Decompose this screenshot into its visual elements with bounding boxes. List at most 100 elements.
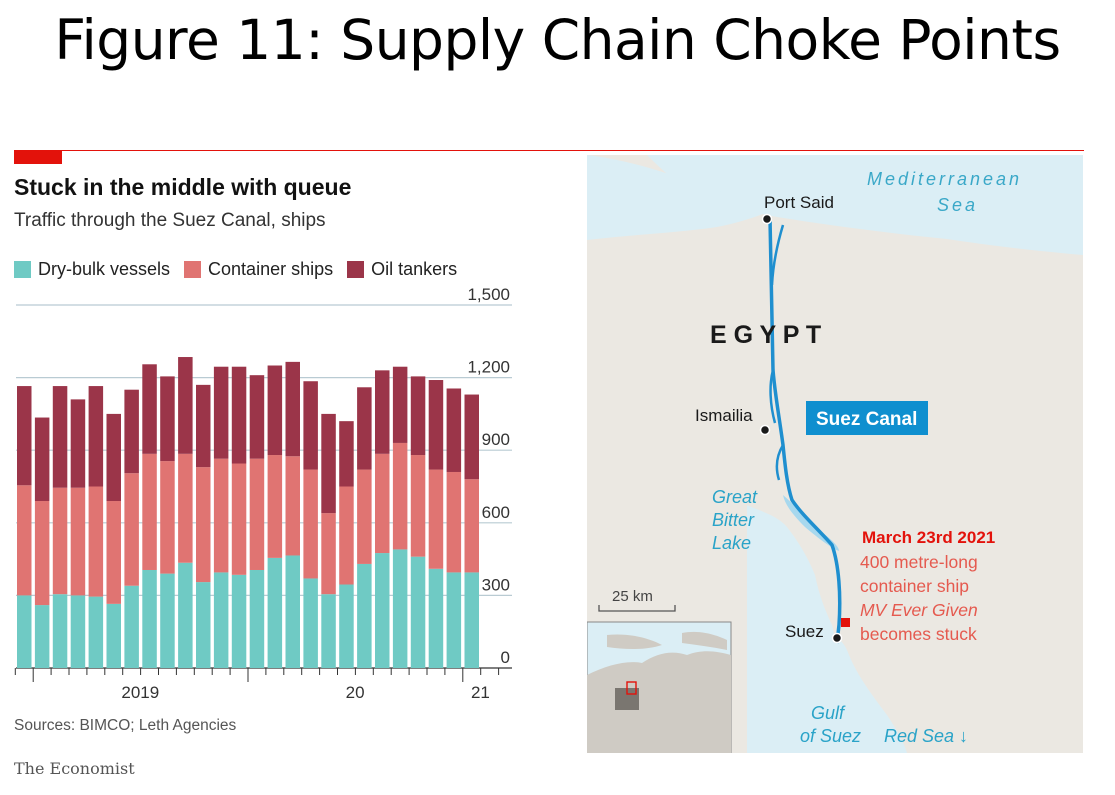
header-rule bbox=[14, 150, 1084, 151]
legend-swatch-oil bbox=[347, 261, 365, 278]
scale-label: 25 km bbox=[612, 588, 653, 605]
y-tick-label: 0 bbox=[501, 648, 510, 667]
bar-segment bbox=[357, 387, 372, 470]
lake-label-1: Great bbox=[712, 487, 758, 507]
bar-segment bbox=[196, 384, 211, 468]
bar-segment bbox=[285, 555, 300, 668]
economist-logo: The Economist bbox=[14, 759, 135, 778]
event-line-2: container ship bbox=[860, 576, 969, 596]
map-lagoon bbox=[587, 155, 772, 240]
bar-segment bbox=[17, 386, 32, 486]
bar-segment bbox=[249, 569, 265, 668]
bar-segment bbox=[428, 380, 444, 470]
bar-segment bbox=[339, 584, 354, 668]
bar-segment bbox=[70, 595, 86, 668]
bar-segment bbox=[375, 370, 390, 454]
country-label: E G Y P T bbox=[710, 321, 821, 349]
map-land bbox=[587, 155, 1083, 753]
bar-segment bbox=[213, 366, 229, 459]
bar-segment bbox=[52, 594, 68, 668]
bar-segment bbox=[178, 357, 193, 454]
canal-branch bbox=[769, 369, 785, 481]
bar-segment bbox=[428, 568, 444, 668]
y-tick-label: 600 bbox=[482, 503, 510, 522]
bar-segment bbox=[34, 501, 50, 606]
slide-title: Figure 11: Supply Chain Choke Points bbox=[54, 8, 1061, 72]
bar-segment bbox=[267, 557, 283, 668]
legend-item-dry-bulk: Dry-bulk vessels bbox=[14, 259, 170, 280]
bar-segment bbox=[160, 461, 175, 574]
canal-route bbox=[768, 216, 842, 644]
bar-segment bbox=[464, 479, 479, 573]
bar-segment bbox=[142, 364, 157, 454]
legend-label-oil: Oil tankers bbox=[371, 259, 458, 279]
event-line-1: 400 metre-long bbox=[860, 552, 978, 572]
sea-label-sea: Sea bbox=[937, 195, 978, 215]
bar-segment bbox=[285, 361, 300, 457]
chart-sources: Sources: BIMCO; Leth Agencies bbox=[14, 717, 237, 734]
bar-segment bbox=[142, 569, 157, 668]
bar-chart: 1,500 1,200 900 600 300 0 2019 20 21 bbox=[14, 285, 512, 702]
bar-segment bbox=[213, 572, 229, 668]
bar-segment bbox=[106, 501, 121, 604]
legend-item-container: Container ships bbox=[184, 259, 333, 280]
bar-segment bbox=[357, 563, 372, 668]
bar-segment bbox=[231, 366, 247, 464]
bar-segment bbox=[88, 386, 104, 487]
city-label-suez: Suez bbox=[785, 622, 824, 641]
bar-segment bbox=[392, 442, 408, 550]
bar-segment bbox=[410, 556, 426, 668]
chart-title: Stuck in the middle with queue bbox=[14, 174, 352, 200]
bar-segment bbox=[357, 469, 372, 564]
bar-segment bbox=[321, 594, 336, 668]
inset-map-land bbox=[587, 631, 731, 753]
x-tick-label: 2019 bbox=[121, 683, 159, 702]
bar-segment bbox=[410, 455, 426, 557]
lake-label-3: Lake bbox=[712, 533, 751, 553]
bar-segment bbox=[446, 471, 462, 573]
economist-graphic: Stuck in the middle with queue Traffic t… bbox=[0, 145, 1115, 795]
city-dot-ismailia bbox=[759, 424, 771, 436]
event-date: March 23rd 2021 bbox=[862, 528, 995, 547]
x-tick-label: 21 bbox=[471, 683, 490, 702]
bar-segment bbox=[285, 456, 300, 556]
bar-segment bbox=[34, 417, 50, 502]
bar-segment bbox=[303, 578, 318, 668]
bar-segment bbox=[303, 469, 318, 579]
bar-segment bbox=[70, 487, 86, 596]
bar-segment bbox=[124, 473, 139, 586]
map-gulf-of-suez bbox=[792, 633, 907, 753]
bar-segment bbox=[267, 365, 283, 456]
bar-segment bbox=[196, 582, 211, 668]
bar-segment bbox=[178, 562, 193, 668]
bar-segment bbox=[142, 453, 157, 570]
bar-segment bbox=[392, 549, 408, 668]
bar-segment bbox=[249, 458, 265, 570]
legend-swatch-container bbox=[184, 261, 202, 278]
event-line-3: MV Ever Given bbox=[860, 600, 978, 620]
y-tick-label: 900 bbox=[482, 430, 510, 449]
bar-segment bbox=[106, 413, 121, 502]
bar-segment bbox=[231, 574, 247, 668]
city-label-ismailia: Ismailia bbox=[695, 406, 753, 425]
bar-segment bbox=[17, 485, 32, 596]
gulf-label-2: of Suez bbox=[800, 726, 861, 746]
bar-segment bbox=[213, 458, 229, 573]
bar-segment bbox=[196, 467, 211, 583]
bar-segment bbox=[231, 463, 247, 575]
bar-segment bbox=[375, 453, 390, 554]
lake-label-2: Bitter bbox=[712, 510, 755, 530]
legend-item-oil: Oil tankers bbox=[347, 259, 457, 280]
ship-marker bbox=[841, 618, 850, 627]
bar-segment bbox=[267, 455, 283, 558]
header-red-tag bbox=[14, 150, 62, 164]
city-dot-port-said bbox=[761, 213, 773, 225]
bar-segment bbox=[321, 513, 336, 595]
bar-segment bbox=[34, 605, 50, 668]
chart-legend: Dry-bulk vessels Container ships Oil tan… bbox=[14, 259, 457, 280]
bar-segment bbox=[88, 596, 104, 668]
bar-segment bbox=[464, 394, 479, 480]
bar-segment bbox=[339, 486, 354, 585]
city-label-port-said: Port Said bbox=[764, 193, 834, 212]
legend-label-dry-bulk: Dry-bulk vessels bbox=[38, 259, 171, 279]
